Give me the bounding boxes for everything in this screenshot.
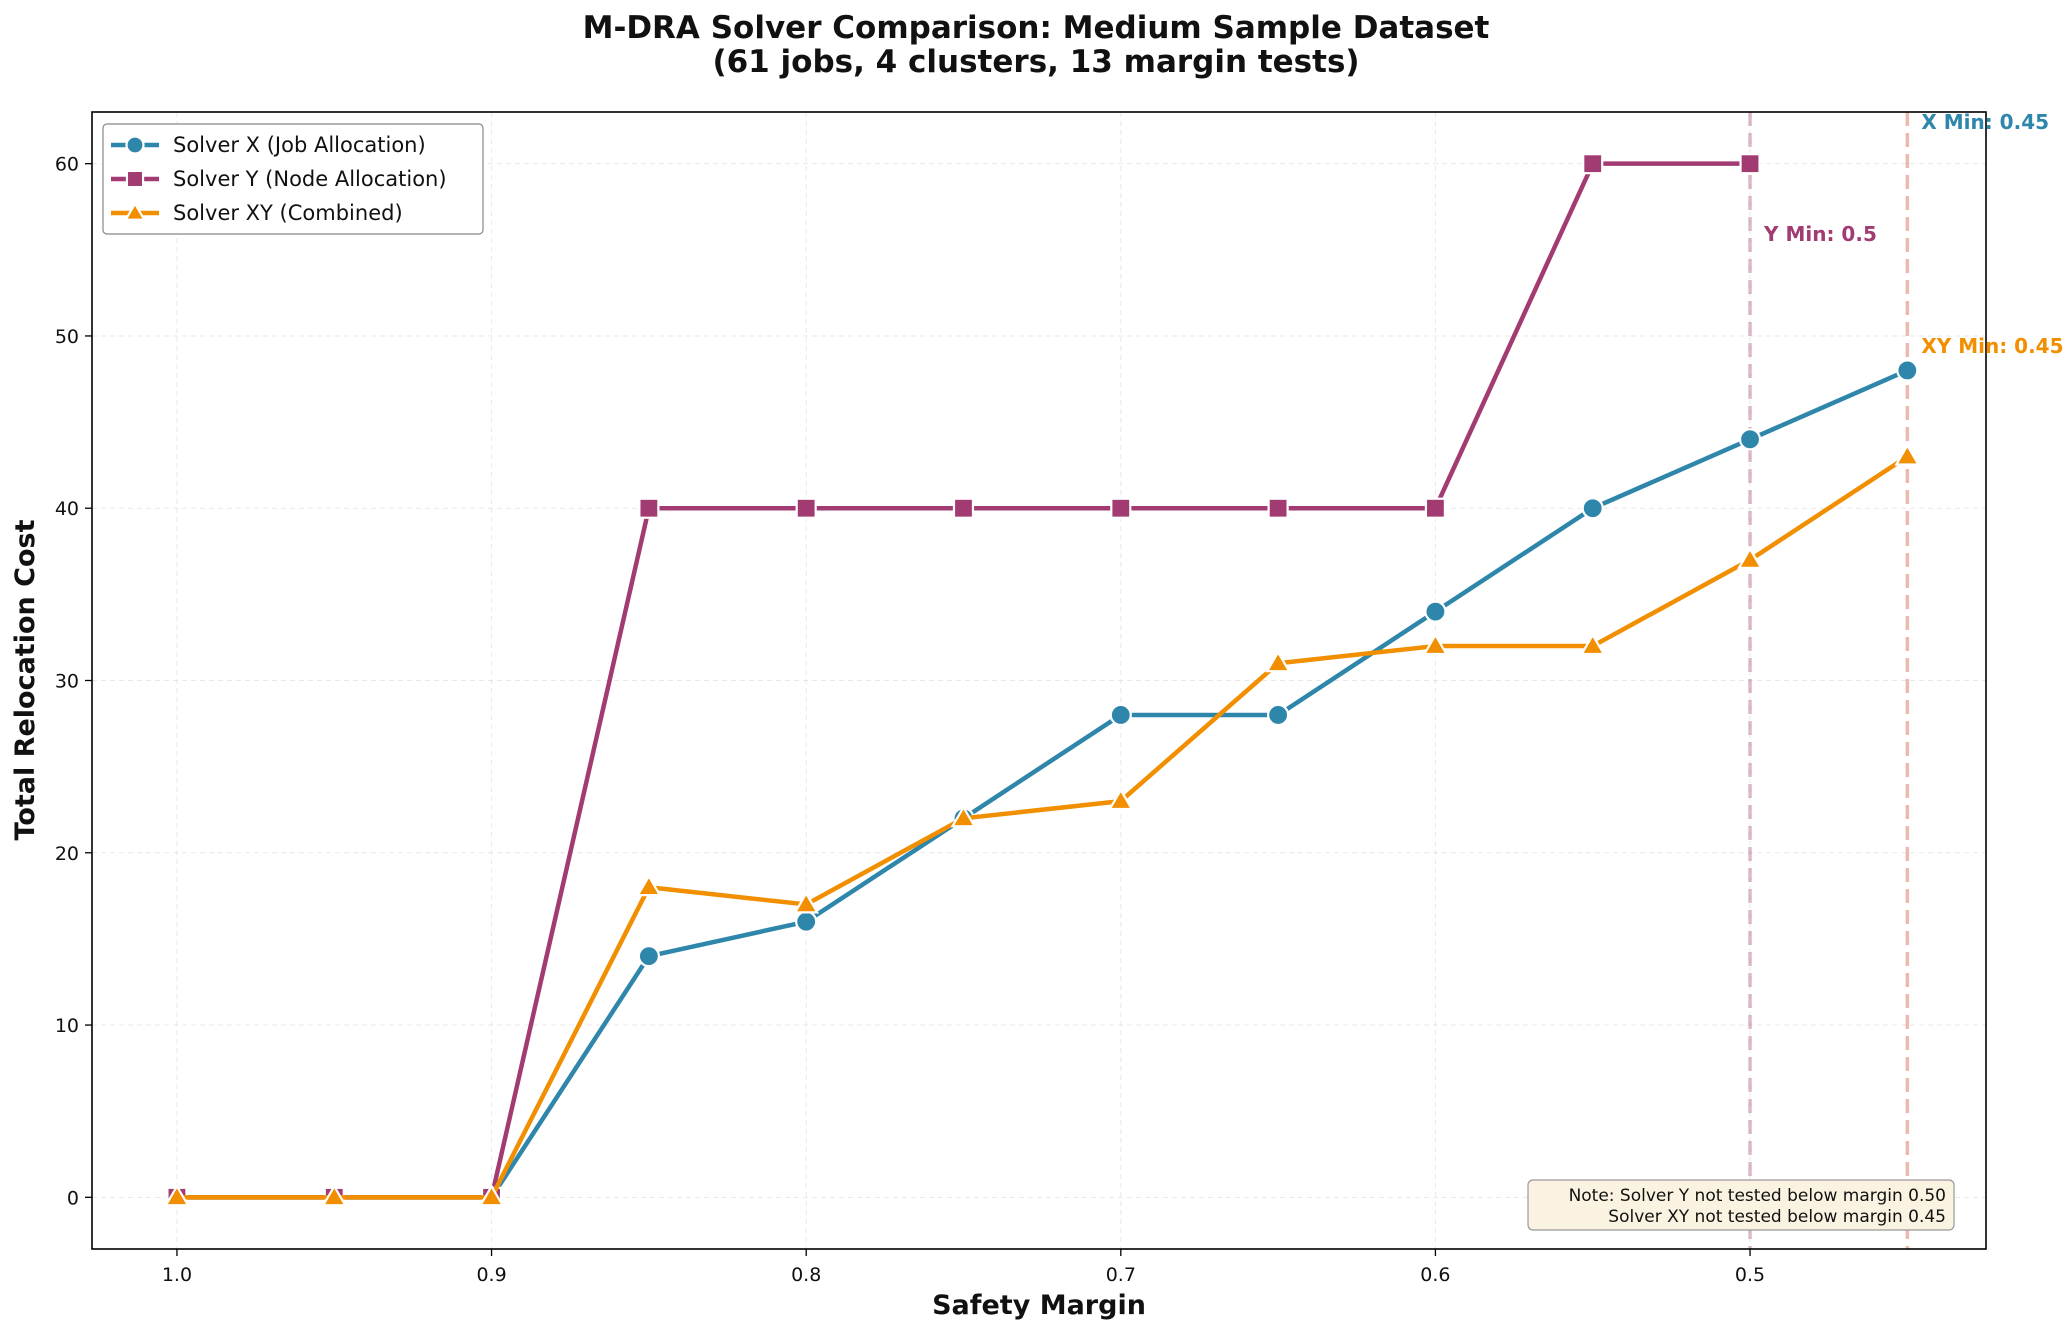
data-point-solver-xy-combined (793, 891, 820, 914)
annotation-x-min-0-45: X Min: 0.45 (1921, 110, 2049, 134)
data-point-solver-y-node-allocation (638, 497, 660, 519)
data-point-solver-xy-combined (635, 874, 662, 897)
series-group (164, 153, 1921, 1209)
data-point-solver-x-job-allocation (795, 910, 818, 933)
x-tick-label: 0.9 (476, 1264, 506, 1286)
data-point-solver-x-job-allocation (637, 945, 660, 968)
note-frame (1527, 1179, 1955, 1231)
note-box: Note: Solver Y not tested below margin 0… (1527, 1179, 1955, 1231)
x-axis-label: Safety Margin (932, 1290, 1146, 1321)
data-point-solver-x-job-allocation (1738, 428, 1762, 451)
annotations: X Min: 0.45 Y Min: 0.5 XY Min: 0.45 (1763, 110, 2063, 358)
data-point-solver-xy-combined (1737, 546, 1763, 569)
y-tick-label: 30 (55, 671, 79, 693)
data-point-solver-x-job-allocation (1424, 600, 1447, 623)
data-point-solver-x-job-allocation (1896, 359, 1919, 382)
data-point-solver-y-node-allocation (1110, 497, 1132, 519)
data-point-solver-xy-combined (1265, 650, 1292, 673)
grid (92, 112, 1986, 1249)
legend-frame (102, 123, 484, 235)
x-tick-label: 0.6 (1420, 1264, 1450, 1286)
y-axis-label: Total Relocation Cost (10, 519, 41, 840)
chart-title: M-DRA Solver Comparison: Medium Sample D… (583, 10, 1490, 46)
series-solver-x-job-allocation (165, 359, 1919, 1209)
legend-label-solver-x-job-allocation: Solver X (Job Allocation) (173, 133, 426, 157)
x-tick-label: 0.7 (1106, 1264, 1136, 1286)
y-tick-label: 0 (67, 1187, 79, 1209)
note-line-1: Note: Solver Y not tested below margin 0… (1569, 1186, 1946, 1206)
data-point-solver-x-job-allocation (1581, 497, 1604, 520)
data-point-solver-xy-combined (950, 805, 977, 828)
data-point-solver-y-node-allocation (1582, 153, 1604, 175)
x-tick-label: 0.8 (791, 1264, 821, 1286)
series-solver-xy-combined (164, 443, 1921, 1207)
legend-marker-solver-y-node-allocation (125, 169, 145, 189)
legend: Solver X (Job Allocation) Solver Y (Node … (102, 123, 484, 235)
chart-subtitle: (61 jobs, 4 clusters, 13 margin tests) (712, 44, 1359, 80)
series-solver-y-node-allocation (166, 153, 1761, 1208)
data-point-solver-xy-combined (1422, 632, 1449, 656)
y-tick-label: 40 (55, 498, 79, 520)
data-point-solver-x-job-allocation (1267, 703, 1290, 727)
data-point-solver-y-node-allocation (1267, 497, 1289, 519)
data-point-solver-y-node-allocation (952, 497, 975, 519)
legend-items: Solver X (Job Allocation) Solver Y (Node … (111, 133, 447, 225)
data-point-solver-y-node-allocation (795, 497, 817, 519)
legend-marker-solver-xy-combined (123, 201, 147, 221)
series-line-solver-x-job-allocation (174, 368, 1910, 1200)
min-margin-lines (1748, 112, 1910, 1249)
x-tick-label: 0.5 (1735, 1264, 1765, 1286)
legend-label-solver-xy-combined: Solver XY (Combined) (173, 201, 403, 225)
data-point-solver-xy-combined (1107, 787, 1134, 811)
data-point-solver-xy-combined (321, 1184, 348, 1207)
series-line-solver-xy-combined (174, 454, 1910, 1200)
data-point-solver-y-node-allocation (1739, 153, 1761, 175)
data-point-solver-xy-combined (478, 1184, 505, 1207)
annotation-xy-min-0-45: XY Min: 0.45 (1921, 334, 2063, 358)
data-point-solver-xy-combined (164, 1184, 190, 1207)
data-point-solver-xy-combined (1894, 443, 1921, 466)
x-tick-label: 1.0 (162, 1264, 192, 1286)
data-point-solver-xy-combined (1579, 632, 1606, 656)
annotation-y-min-0-5: Y Min: 0.5 (1763, 222, 1877, 246)
y-tick-label: 60 (55, 154, 79, 176)
note-line-2: Solver XY not tested below margin 0.45 (1608, 1207, 1946, 1227)
axis-ticks: 1.0 0.9 0.8 0.7 0.6 0.5 0 10 20 30 40 50 60 (55, 154, 1765, 1286)
data-point-solver-y-node-allocation (1424, 497, 1447, 519)
legend-label-solver-y-node-allocation: Solver Y (Node Allocation) (173, 167, 447, 191)
legend-marker-solver-x-job-allocation (125, 135, 145, 155)
y-tick-label: 20 (55, 843, 79, 865)
y-tick-label: 50 (55, 326, 79, 348)
y-tick-label: 10 (55, 1015, 79, 1037)
data-point-solver-x-job-allocation (1109, 703, 1132, 727)
